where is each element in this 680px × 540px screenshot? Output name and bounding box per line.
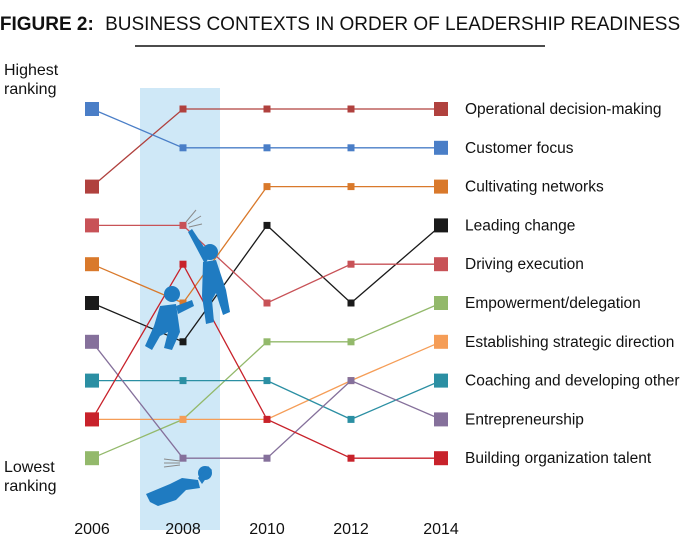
chart-title-text: BUSINESS CONTEXTS IN ORDER OF LEADERSHIP… — [105, 14, 680, 35]
marker-building-organization-talent-2006 — [85, 412, 99, 427]
marker-empowerment-delegation-2006 — [85, 451, 99, 466]
marker-entrepreneurship-2006 — [85, 334, 99, 349]
legend-label-establishing-strategic-direction: Establishing strategic direction — [465, 334, 674, 351]
marker-driving-execution-2012 — [347, 260, 355, 268]
marker-driving-execution-2008 — [179, 221, 187, 229]
marker-coaching-and-developing-others-2006 — [85, 373, 99, 388]
y-label-top-line1: Highest — [4, 62, 59, 79]
marker-cultivating-networks-2006 — [85, 257, 99, 272]
y-label-bottom-line2: ranking — [4, 478, 56, 495]
marker-building-organization-talent-2008 — [179, 260, 187, 268]
climber-figure-2 — [145, 286, 194, 350]
marker-operational-decision-making-2006 — [85, 179, 99, 194]
chart-title: FIGURE 2: BUSINESS CONTEXTS IN ORDER OF … — [0, 14, 680, 35]
marker-driving-execution-2010 — [263, 299, 271, 307]
legend-label-leading-change: Leading change — [465, 217, 575, 234]
x-tick-label-2008: 2008 — [165, 521, 201, 538]
legend-label-cultivating-networks: Cultivating networks — [465, 179, 604, 196]
marker-entrepreneurship-2008 — [179, 454, 187, 462]
x-tick-label-2012: 2012 — [333, 521, 369, 538]
marker-building-organization-talent-2010 — [263, 415, 271, 423]
x-tick-label-2010: 2010 — [249, 521, 285, 538]
marker-leading-change-2006 — [85, 296, 99, 310]
y-label-bottom-line1: Lowest — [4, 459, 55, 476]
marker-establishing-strategic-direction-2014 — [434, 334, 448, 349]
falling-figure — [146, 466, 212, 506]
marker-empowerment-delegation-2014 — [434, 296, 448, 310]
legend-label-entrepreneurship: Entrepreneurship — [465, 411, 584, 428]
marker-cultivating-networks-2012 — [347, 183, 355, 191]
x-tick-label-2006: 2006 — [74, 521, 110, 538]
legend: Operational decision-making Customer focu… — [465, 101, 680, 467]
marker-cultivating-networks-2014 — [434, 179, 448, 194]
marker-driving-execution-2014 — [434, 257, 448, 272]
marker-entrepreneurship-2012 — [347, 377, 355, 385]
marker-building-organization-talent-2012 — [347, 454, 355, 462]
x-axis-labels: 2006 2008 2010 2012 2014 — [74, 521, 459, 538]
marker-driving-execution-2006 — [85, 218, 99, 233]
legend-label-driving-execution: Driving execution — [465, 256, 584, 273]
marker-operational-decision-making-2010 — [263, 105, 271, 113]
marker-leading-change-2014 — [434, 218, 448, 233]
marker-coaching-and-developing-others-2012 — [347, 415, 355, 423]
marker-cultivating-networks-2008 — [179, 299, 187, 307]
motion-lines — [163, 209, 203, 468]
marker-customer-focus-2008 — [179, 144, 187, 152]
marker-coaching-and-developing-others-2008 — [179, 377, 187, 385]
marker-customer-focus-2010 — [263, 144, 271, 152]
marker-customer-focus-2006 — [85, 102, 99, 116]
marker-empowerment-delegation-2012 — [347, 338, 355, 346]
marker-coaching-and-developing-others-2010 — [263, 377, 271, 385]
x-tick-label-2014: 2014 — [423, 521, 459, 538]
marker-leading-change-2010 — [263, 221, 271, 229]
marker-entrepreneurship-2014 — [434, 412, 448, 427]
marker-leading-change-2008 — [179, 338, 187, 346]
legend-label-coaching-and-developing-others: Coaching and developing others — [465, 373, 680, 390]
marker-operational-decision-making-2012 — [347, 105, 355, 113]
legend-label-empowerment-delegation: Empowerment/delegation — [465, 295, 641, 312]
chart-title-prefix: FIGURE 2: — [0, 14, 94, 35]
y-label-top-line2: ranking — [4, 81, 56, 98]
marker-coaching-and-developing-others-2014 — [434, 373, 448, 388]
marker-building-organization-talent-2014 — [434, 451, 448, 466]
marker-cultivating-networks-2010 — [263, 183, 271, 191]
legend-label-operational-decision-making: Operational decision-making — [465, 101, 661, 118]
marker-customer-focus-2012 — [347, 144, 355, 152]
climber-figure-1 — [188, 229, 230, 324]
marker-entrepreneurship-2010 — [263, 454, 271, 462]
marker-empowerment-delegation-2010 — [263, 338, 271, 346]
marker-leading-change-2012 — [347, 299, 355, 307]
marker-operational-decision-making-2008 — [179, 105, 187, 113]
marker-establishing-strategic-direction-2008 — [179, 415, 187, 423]
legend-label-building-organization-talent: Building organization talent — [465, 450, 652, 467]
series-markers — [85, 102, 448, 466]
marker-customer-focus-2014 — [434, 140, 448, 155]
legend-label-customer-focus: Customer focus — [465, 140, 574, 157]
marker-operational-decision-making-2014 — [434, 102, 448, 116]
